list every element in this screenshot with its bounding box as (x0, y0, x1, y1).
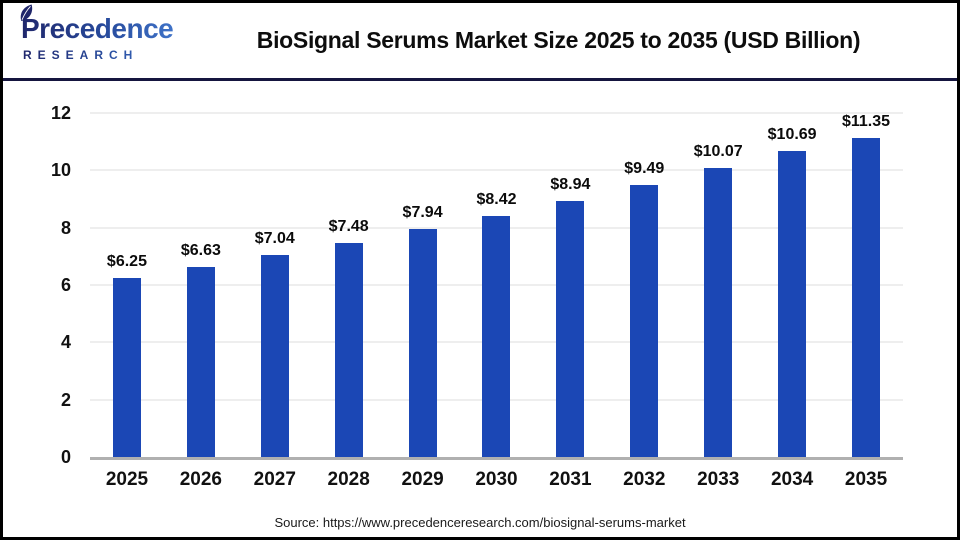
y-axis-label: 10 (50, 160, 71, 181)
bar-2027 (260, 255, 289, 457)
bar-value-label: $8.42 (476, 190, 517, 208)
bars-row: $6.25 $6.63 $7.04 $7.48 $7.94 $8.42 $8.94 $9.49… (90, 113, 903, 457)
bar-slot: $10.69 (755, 113, 829, 457)
bar-slot: $9.49 (607, 113, 681, 457)
header-divider (3, 78, 957, 81)
x-axis-label: 2027 (253, 469, 296, 490)
bar-2033 (704, 168, 733, 457)
y-axis-label: 4 (60, 332, 71, 353)
bar-value-label: $10.07 (693, 143, 743, 161)
x-axis-label: 2026 (179, 469, 222, 490)
bar-slot: $6.63 (164, 113, 238, 457)
brand-logo: Precedence RESEARCH (19, 4, 209, 62)
x-axis-label: 2034 (770, 469, 814, 490)
bar-2028 (334, 242, 363, 457)
source-text: Source: https://www.precedenceresearch.c… (274, 515, 686, 530)
bar-value-label: $6.63 (180, 241, 221, 259)
y-axis-label: 0 (60, 447, 71, 467)
bar-value-label: $7.94 (402, 204, 443, 222)
bar-slot: $8.94 (533, 113, 607, 457)
x-axis: 2025 2026 2027 2028 2029 2030 2031 2032 2033 2034… (90, 465, 903, 491)
x-axis-label: 2032 (623, 469, 666, 490)
y-axis: 0 2 4 6 8 10 12 (3, 103, 81, 467)
logo-wordmark: Precedence (19, 4, 209, 46)
logo-wordmark-text: Precedence (21, 13, 174, 44)
bar-2035 (852, 138, 881, 457)
bar-2025 (112, 277, 141, 457)
bar-value-label: $8.94 (550, 175, 591, 193)
bar-chart: 0 2 4 6 8 10 12 $6.25 $6.63 $7.04 $7.48 $7.94 $8.42… (3, 81, 957, 537)
gridline (90, 112, 903, 114)
bar-2031 (556, 200, 585, 457)
bar-value-label: $10.69 (767, 125, 817, 143)
x-axis-label: 2030 (475, 469, 518, 490)
x-axis-label: 2035 (844, 469, 888, 490)
bar-value-label: $11.35 (841, 113, 891, 130)
leaf-icon (20, 4, 33, 22)
bar-slot: $11.35 (829, 113, 903, 457)
axis-baseline (90, 457, 903, 460)
chart-title: BioSignal Serums Market Size 2025 to 203… (256, 27, 861, 53)
bar-2029 (408, 229, 437, 457)
bar-2032 (630, 184, 659, 457)
logo-subtext: RESEARCH (19, 48, 209, 62)
bar-value-label: $6.25 (106, 252, 147, 270)
bar-2030 (482, 215, 511, 457)
bar-slot: $6.25 (90, 113, 164, 457)
header: Precedence RESEARCH BioSignal Serums Mar… (3, 3, 957, 78)
bar-slot: $7.94 (386, 113, 460, 457)
x-axis-label: 2028 (327, 469, 370, 490)
bar-value-label: $7.48 (328, 217, 369, 235)
x-axis-label: 2033 (697, 469, 740, 490)
bar-slot: $7.48 (312, 113, 386, 457)
x-axis-label: 2029 (401, 469, 444, 490)
bar-2026 (186, 266, 215, 457)
bar-2034 (778, 150, 807, 457)
bar-slot: $8.42 (460, 113, 534, 457)
bar-slot: $10.07 (681, 113, 755, 457)
bar-slot: $7.04 (238, 113, 312, 457)
x-axis-label: 2031 (549, 469, 592, 490)
gridline (90, 169, 903, 172)
y-axis-label: 6 (60, 275, 71, 295)
y-axis-label: 2 (60, 389, 71, 410)
plot-area: $6.25 $6.63 $7.04 $7.48 $7.94 $8.42 $8.94 $9.49… (90, 112, 903, 457)
bar-value-label: $9.49 (624, 159, 665, 177)
y-axis-label: 12 (50, 103, 71, 123)
x-axis-label: 2025 (105, 469, 149, 490)
y-axis-label: 8 (60, 217, 71, 238)
bar-value-label: $7.04 (254, 230, 295, 248)
